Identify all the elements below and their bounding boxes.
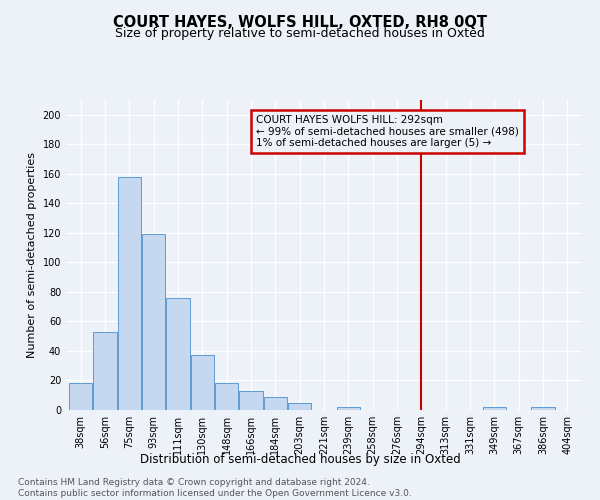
Text: Size of property relative to semi-detached houses in Oxted: Size of property relative to semi-detach… [115,28,485,40]
Text: Distribution of semi-detached houses by size in Oxted: Distribution of semi-detached houses by … [140,452,460,466]
Text: COURT HAYES, WOLFS HILL, OXTED, RH8 0QT: COURT HAYES, WOLFS HILL, OXTED, RH8 0QT [113,15,487,30]
Text: COURT HAYES WOLFS HILL: 292sqm
← 99% of semi-detached houses are smaller (498)
1: COURT HAYES WOLFS HILL: 292sqm ← 99% of … [256,115,519,148]
Bar [118,177,141,410]
Bar [166,298,190,410]
Y-axis label: Number of semi-detached properties: Number of semi-detached properties [27,152,37,358]
Bar [239,391,263,410]
Bar [142,234,165,410]
Bar [69,384,92,410]
Text: Contains HM Land Registry data © Crown copyright and database right 2024.
Contai: Contains HM Land Registry data © Crown c… [18,478,412,498]
Bar [264,396,287,410]
Bar [483,407,506,410]
Bar [288,402,311,410]
Bar [94,332,116,410]
Bar [337,407,360,410]
Bar [191,356,214,410]
Bar [532,407,554,410]
Bar [215,384,238,410]
